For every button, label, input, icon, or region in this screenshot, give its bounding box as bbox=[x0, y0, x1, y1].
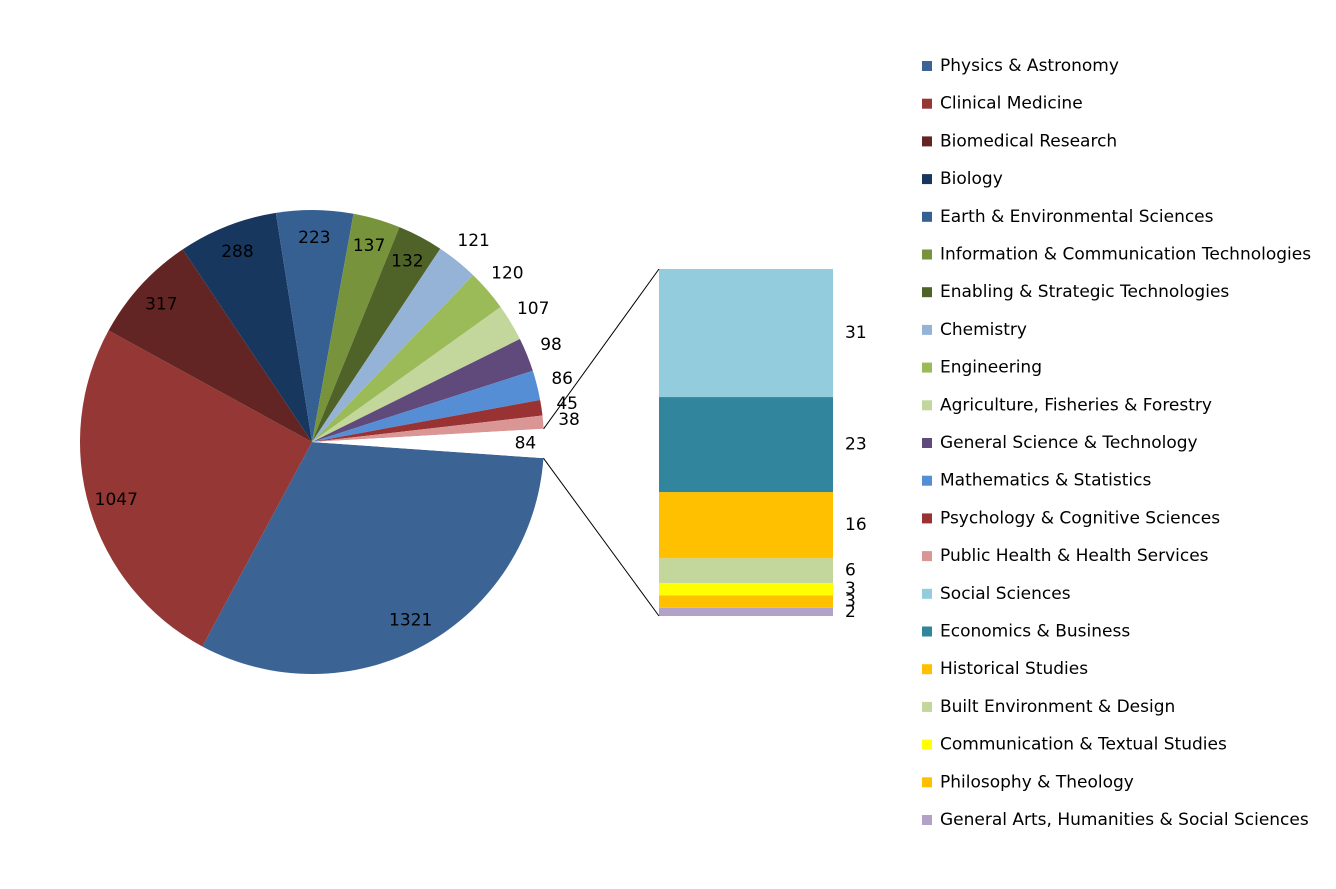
pie-slice bbox=[275, 210, 354, 442]
slice-label: 45 bbox=[556, 394, 578, 414]
bar-label: 31 bbox=[845, 323, 867, 343]
legend-swatch bbox=[922, 400, 932, 411]
legend-swatch bbox=[922, 551, 932, 562]
pie-slice bbox=[312, 227, 441, 442]
legend-label: Enabling & Strategic Technologies bbox=[940, 282, 1229, 302]
legend-swatch bbox=[922, 61, 932, 71]
slice-label: 86 bbox=[551, 369, 573, 389]
legend-swatch bbox=[922, 664, 932, 675]
legend-swatch bbox=[922, 588, 932, 599]
legend-label: General Science & Technology bbox=[940, 433, 1198, 453]
legend-swatch bbox=[922, 174, 932, 185]
bar-segment bbox=[659, 492, 833, 559]
legend-label: Agriculture, Fisheries & Forestry bbox=[940, 395, 1212, 415]
connector-line bbox=[543, 268, 660, 430]
slice-label: 98 bbox=[540, 335, 562, 355]
legend-swatch bbox=[922, 438, 932, 448]
legend-label: Engineering bbox=[940, 358, 1042, 378]
legend-label: Mathematics & Statistics bbox=[940, 471, 1151, 491]
legend-swatch bbox=[922, 739, 932, 750]
legend-label: Social Sciences bbox=[940, 584, 1071, 604]
legend-swatch bbox=[922, 362, 932, 373]
pie-slice bbox=[312, 275, 501, 442]
legend-label: Historical Studies bbox=[940, 659, 1088, 679]
pie-slice bbox=[312, 213, 400, 442]
slice-label: 121 bbox=[457, 231, 489, 251]
pie-slice bbox=[312, 339, 533, 442]
bar-segment bbox=[659, 558, 833, 583]
pie-slice bbox=[79, 330, 313, 647]
legend-swatch bbox=[922, 701, 932, 712]
slice-label: 137 bbox=[353, 236, 385, 256]
pie-slice bbox=[312, 370, 541, 442]
bar-segment bbox=[659, 607, 833, 616]
legend-label: Physics & Astronomy bbox=[940, 56, 1119, 76]
bar-label: 2 bbox=[845, 602, 856, 622]
connector-line bbox=[543, 457, 660, 617]
bar-segment bbox=[659, 595, 833, 608]
legend-swatch bbox=[922, 475, 932, 486]
legend-swatch bbox=[922, 211, 932, 222]
slice-label: 132 bbox=[391, 252, 423, 272]
slice-label: 223 bbox=[298, 228, 330, 248]
pie-slice bbox=[312, 399, 543, 442]
legend-label: Economics & Business bbox=[940, 622, 1130, 642]
slice-label: 317 bbox=[145, 294, 177, 314]
legend-swatch bbox=[922, 98, 932, 109]
legend-swatch bbox=[922, 287, 932, 298]
legend-swatch bbox=[922, 513, 932, 524]
legend-label: Biomedical Research bbox=[940, 131, 1117, 151]
legend-label: Psychology & Cognitive Sciences bbox=[940, 508, 1220, 528]
bar-label: 6 bbox=[845, 561, 856, 581]
bar-segment bbox=[659, 582, 833, 596]
bar-label: 3 bbox=[845, 579, 856, 599]
pie-slice-other bbox=[312, 428, 544, 459]
slice-label: 288 bbox=[221, 242, 253, 262]
pie-slice bbox=[312, 248, 474, 442]
legend-label: General Arts, Humanities & Social Scienc… bbox=[940, 810, 1309, 830]
legend-swatch bbox=[922, 815, 932, 825]
legend-label: Public Health & Health Services bbox=[940, 546, 1209, 566]
legend-label: Clinical Medicine bbox=[940, 94, 1083, 114]
slice-label: 1321 bbox=[389, 611, 432, 631]
legend-label: Earth & Environmental Sciences bbox=[940, 207, 1214, 227]
pie-slice bbox=[312, 415, 544, 442]
legend-swatch bbox=[922, 626, 932, 637]
pie-slice bbox=[182, 212, 312, 442]
legend-label: Information & Communication Technologies bbox=[940, 245, 1311, 265]
legend-label: Built Environment & Design bbox=[940, 697, 1175, 717]
legend-label: Chemistry bbox=[940, 320, 1027, 340]
bar-label: 3 bbox=[845, 592, 856, 612]
legend-label: Communication & Textual Studies bbox=[940, 735, 1227, 755]
legend-swatch bbox=[922, 324, 932, 335]
slice-label: 107 bbox=[517, 299, 549, 319]
legend-swatch bbox=[922, 249, 932, 260]
pie-slice bbox=[312, 306, 520, 442]
legend-label: Biology bbox=[940, 169, 1003, 189]
bar-segment bbox=[659, 397, 833, 493]
legend-swatch bbox=[922, 777, 932, 788]
legend-swatch bbox=[922, 136, 932, 147]
slice-label: 84 bbox=[515, 433, 537, 453]
bar-label: 23 bbox=[845, 435, 867, 455]
slice-label: 38 bbox=[558, 410, 580, 430]
legend-label: Philosophy & Theology bbox=[940, 772, 1134, 792]
bar-segment bbox=[659, 269, 833, 398]
slice-label: 120 bbox=[491, 263, 523, 283]
slice-label: 1047 bbox=[95, 490, 138, 510]
bar-label: 16 bbox=[845, 515, 867, 535]
pie-slice bbox=[202, 442, 544, 674]
pie-slice bbox=[108, 249, 313, 442]
